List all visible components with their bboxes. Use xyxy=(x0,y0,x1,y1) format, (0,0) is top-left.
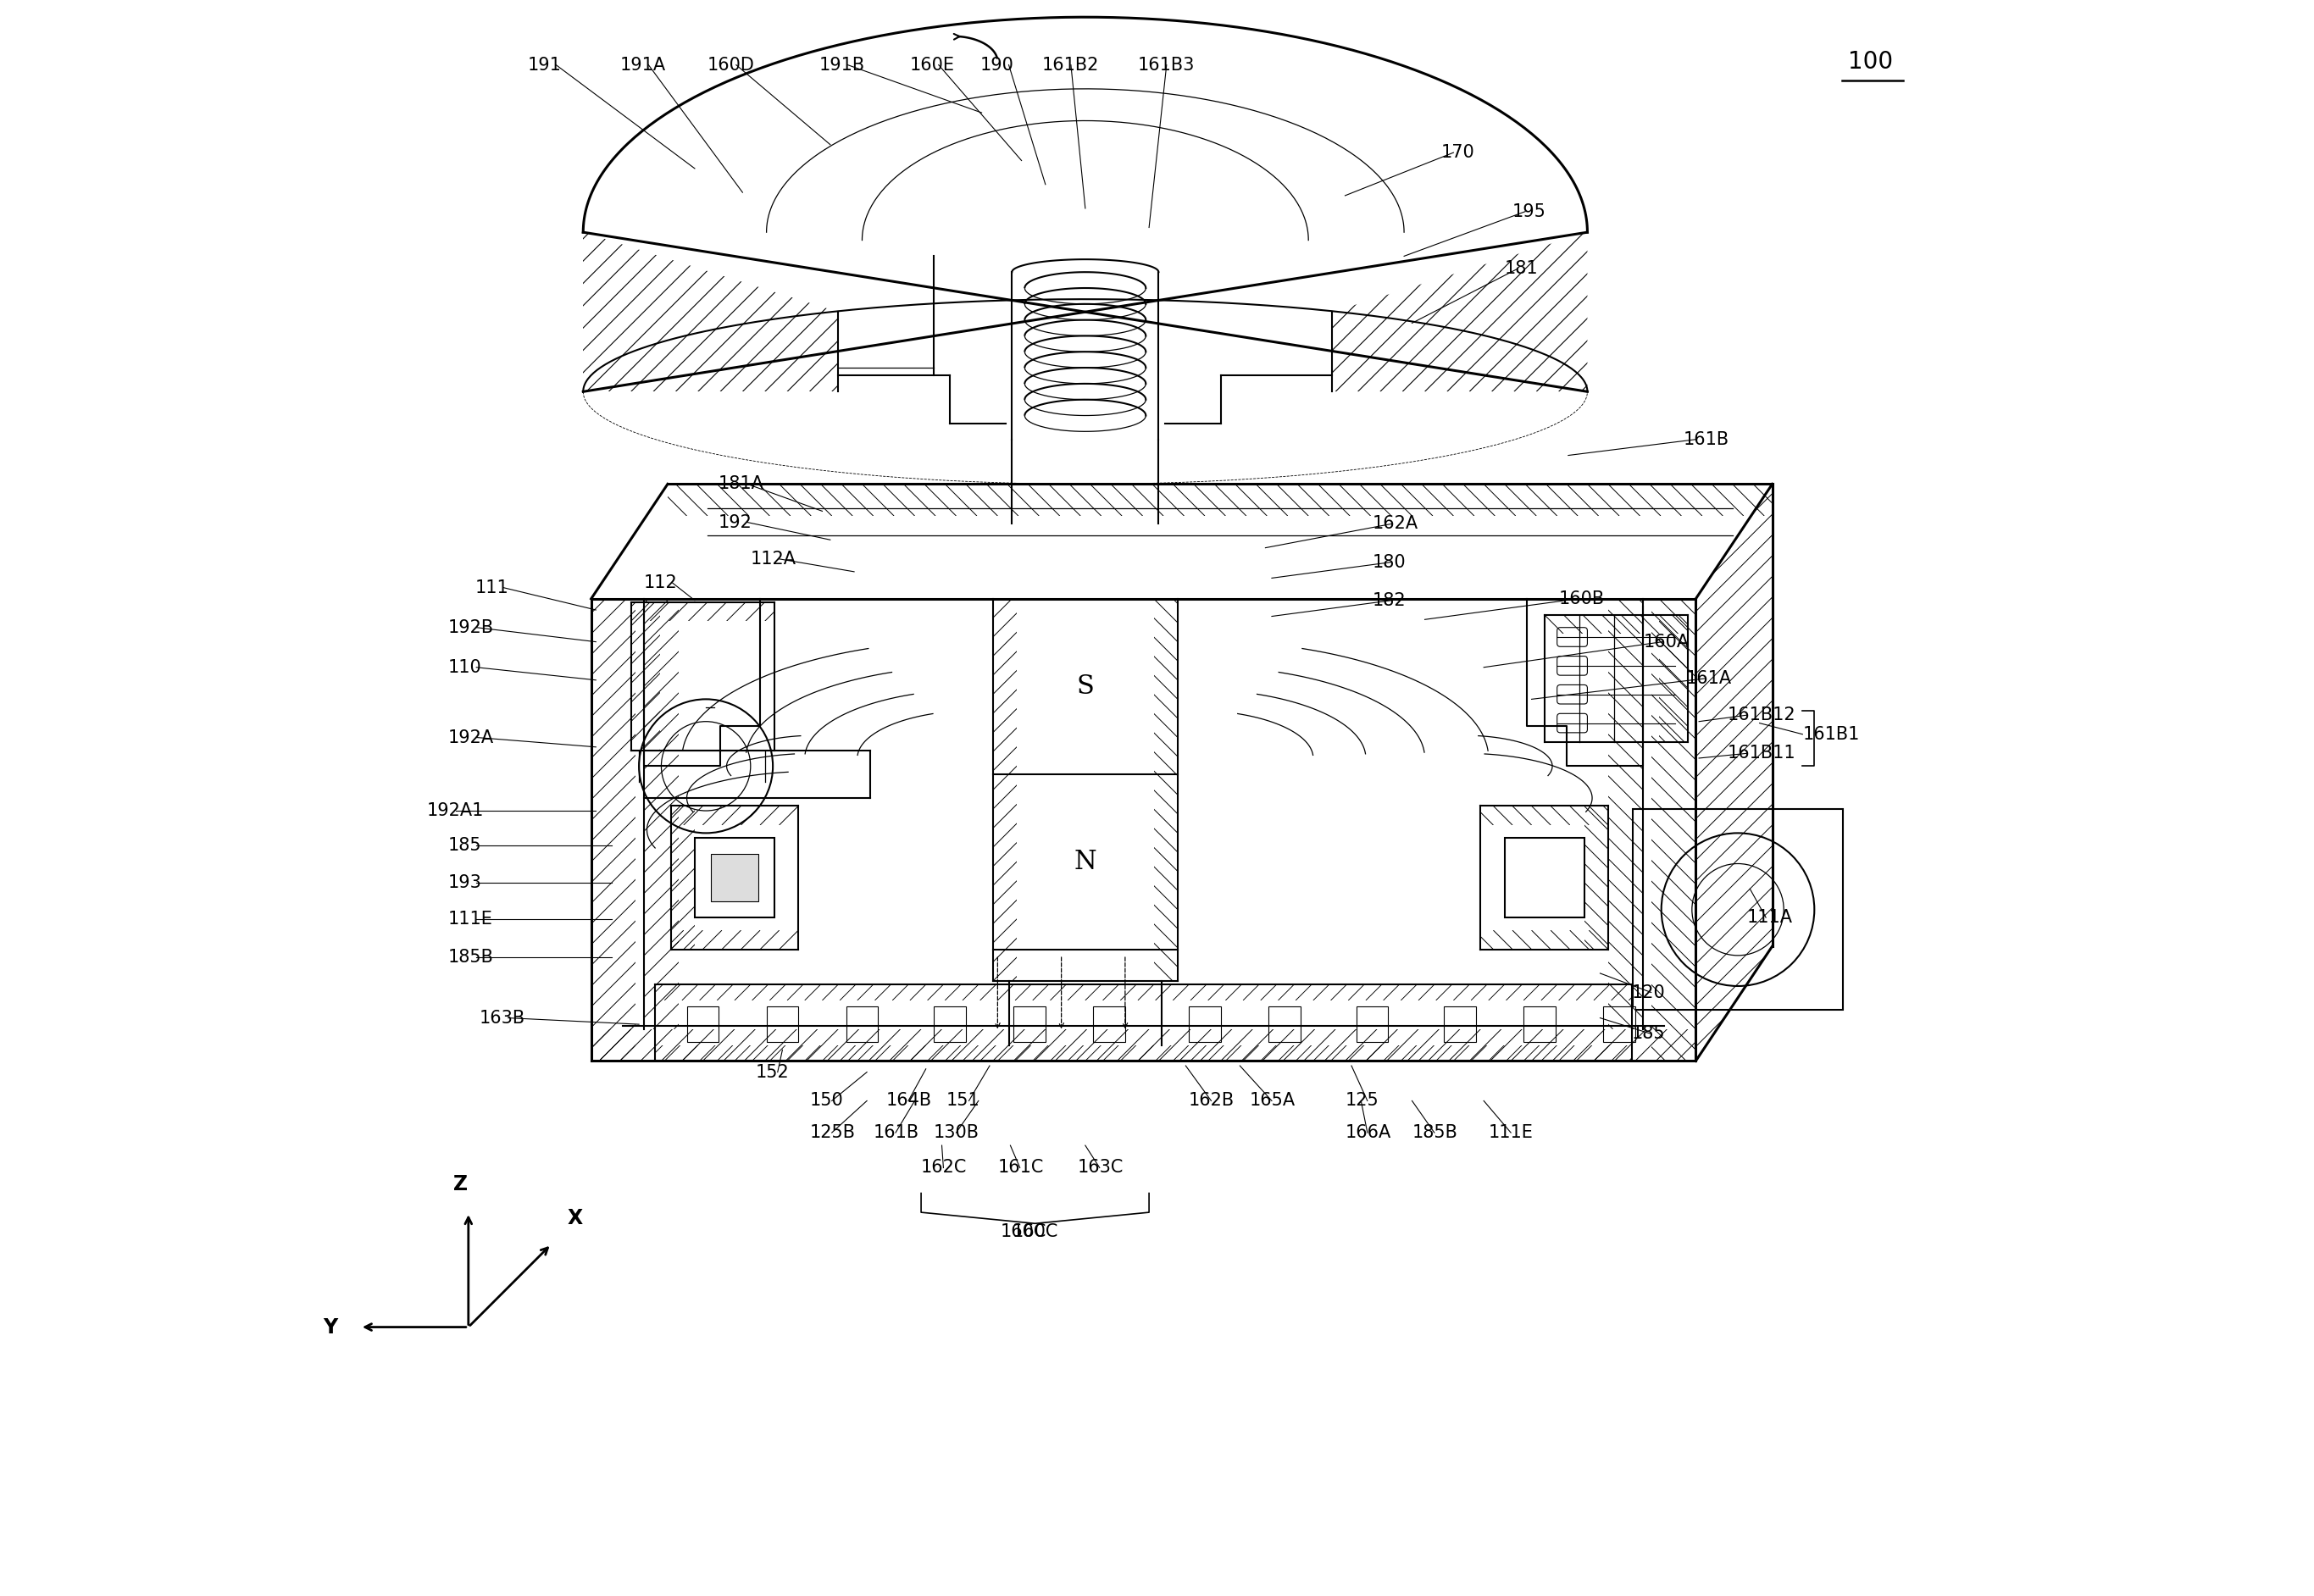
Bar xyxy=(1092,1007,1125,1042)
Text: 163C: 163C xyxy=(1078,1159,1122,1176)
Bar xyxy=(694,838,775,918)
Text: S: S xyxy=(1076,674,1095,699)
Bar xyxy=(687,1007,720,1042)
Text: 191A: 191A xyxy=(620,56,666,73)
Text: 112: 112 xyxy=(643,575,678,592)
Text: Z: Z xyxy=(454,1175,467,1195)
Text: 191: 191 xyxy=(528,56,562,73)
Bar xyxy=(1634,809,1842,1010)
Text: 165A: 165A xyxy=(1250,1092,1296,1109)
Bar xyxy=(1356,1007,1388,1042)
Text: 182: 182 xyxy=(1372,592,1407,608)
Text: 164B: 164B xyxy=(886,1092,933,1109)
Text: 181: 181 xyxy=(1504,260,1539,278)
Text: 160A: 160A xyxy=(1643,634,1689,650)
Text: X: X xyxy=(567,1208,583,1229)
Text: 161B11: 161B11 xyxy=(1729,745,1796,761)
Text: 150: 150 xyxy=(810,1092,842,1109)
Text: 163B: 163B xyxy=(479,1009,525,1026)
Text: 162A: 162A xyxy=(1372,516,1418,533)
Text: 192A1: 192A1 xyxy=(428,803,484,819)
Text: 112A: 112A xyxy=(750,551,796,568)
Text: 195: 195 xyxy=(1513,203,1546,220)
Bar xyxy=(1504,838,1585,918)
Text: 160E: 160E xyxy=(909,56,956,73)
Text: 162B: 162B xyxy=(1189,1092,1236,1109)
Text: 180: 180 xyxy=(1372,554,1407,571)
Bar xyxy=(847,1007,877,1042)
Text: 191B: 191B xyxy=(819,56,865,73)
Text: 161B2: 161B2 xyxy=(1041,56,1099,73)
Bar xyxy=(710,854,759,902)
Text: 161B1: 161B1 xyxy=(1803,726,1860,742)
Text: 161C: 161C xyxy=(997,1159,1044,1176)
Text: 160C: 160C xyxy=(1000,1223,1046,1240)
Text: 111E: 111E xyxy=(447,911,493,927)
Text: 100: 100 xyxy=(1849,49,1893,73)
FancyBboxPatch shape xyxy=(1557,656,1587,675)
Bar xyxy=(1523,1007,1555,1042)
Text: 193: 193 xyxy=(447,875,481,891)
Text: 181A: 181A xyxy=(720,476,764,493)
Text: 162C: 162C xyxy=(921,1159,967,1176)
Text: 161A: 161A xyxy=(1687,670,1733,686)
Text: 152: 152 xyxy=(754,1063,789,1080)
Bar xyxy=(766,1007,798,1042)
Circle shape xyxy=(1661,833,1814,986)
Text: 192B: 192B xyxy=(447,619,493,635)
Text: 185: 185 xyxy=(447,838,481,854)
Text: 111E: 111E xyxy=(1488,1124,1534,1141)
Bar xyxy=(1604,1007,1636,1042)
Text: 125B: 125B xyxy=(810,1124,856,1141)
Text: 166A: 166A xyxy=(1344,1124,1391,1141)
Text: 185: 185 xyxy=(1631,1025,1666,1042)
Text: 161B12: 161B12 xyxy=(1729,707,1796,723)
Text: 190: 190 xyxy=(981,56,1014,73)
Text: 160D: 160D xyxy=(708,56,754,73)
Text: 170: 170 xyxy=(1442,144,1474,161)
FancyBboxPatch shape xyxy=(1557,627,1587,646)
Text: N: N xyxy=(1074,849,1097,875)
Text: 185B: 185B xyxy=(447,950,493,966)
Text: 111: 111 xyxy=(474,579,509,597)
Bar xyxy=(1189,1007,1222,1042)
Bar xyxy=(1444,1007,1476,1042)
FancyBboxPatch shape xyxy=(1557,685,1587,704)
Text: 160B: 160B xyxy=(1560,591,1604,606)
FancyBboxPatch shape xyxy=(1557,713,1587,733)
Bar xyxy=(1014,1007,1046,1042)
Text: 192: 192 xyxy=(720,514,752,531)
Bar xyxy=(1268,1007,1300,1042)
Text: 125: 125 xyxy=(1344,1092,1379,1109)
Bar xyxy=(935,1007,965,1042)
Text: 110: 110 xyxy=(447,659,481,675)
Text: 130B: 130B xyxy=(935,1124,979,1141)
Text: 120: 120 xyxy=(1631,985,1666,1001)
Text: 192A: 192A xyxy=(447,729,493,745)
Text: 185B: 185B xyxy=(1412,1124,1458,1141)
Text: 151: 151 xyxy=(946,1092,981,1109)
Text: 161B: 161B xyxy=(1682,431,1729,448)
Text: Y: Y xyxy=(324,1317,338,1337)
Text: 161B: 161B xyxy=(872,1124,919,1141)
Text: 161B3: 161B3 xyxy=(1138,56,1194,73)
Text: 160C: 160C xyxy=(1011,1223,1057,1240)
Text: 111A: 111A xyxy=(1747,910,1793,926)
